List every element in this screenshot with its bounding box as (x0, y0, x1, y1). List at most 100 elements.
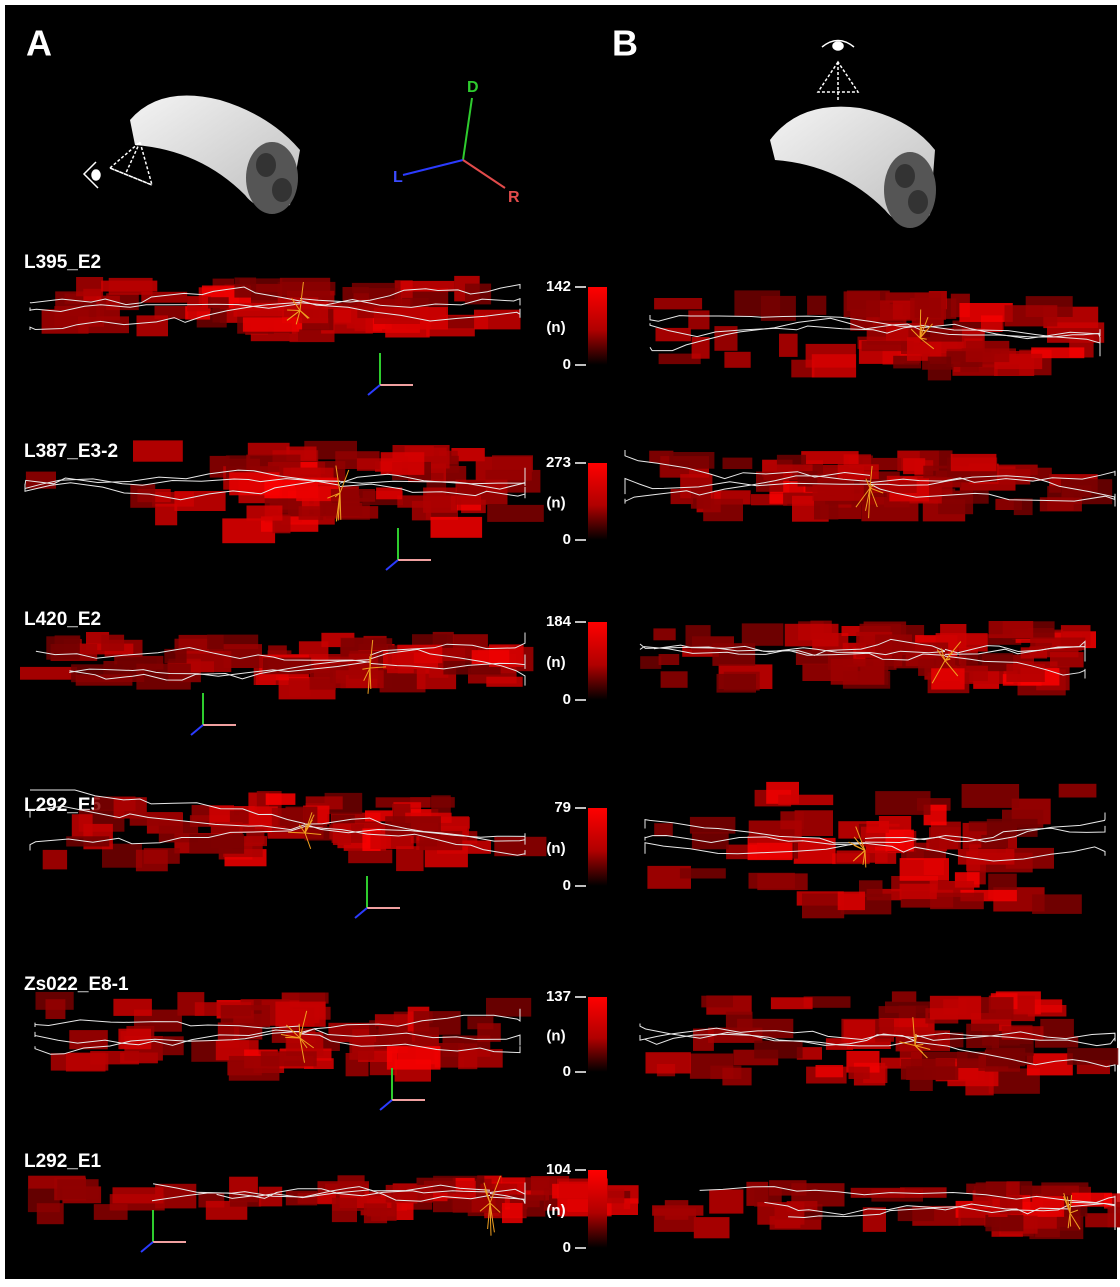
density-block (492, 455, 533, 471)
density-block (1059, 784, 1097, 798)
density-block (487, 505, 544, 522)
colorbar-unit: (n) (546, 654, 565, 671)
density-block (333, 824, 351, 846)
colorbar-unit: (n) (546, 1027, 565, 1044)
density-block (256, 674, 276, 685)
density-block (966, 341, 1010, 362)
density-block (692, 337, 710, 359)
colorbar-min: 0 (563, 1239, 571, 1256)
dendrite (287, 310, 300, 311)
density-block (801, 451, 858, 464)
density-block (113, 999, 151, 1016)
axis-label: L (393, 169, 403, 186)
colorbar-min: 0 (563, 531, 571, 548)
density-block (187, 296, 211, 311)
colorbar-max: 79 (554, 799, 571, 816)
density-block (310, 670, 336, 690)
colorbar-max: 142 (546, 278, 571, 295)
density-block (46, 636, 80, 659)
density-block (785, 624, 839, 647)
density-block (690, 817, 736, 834)
colorbar-min: 0 (563, 877, 571, 894)
figure: A B D L R L395_E21420(n)L387_E3-22730(n)… (0, 0, 1120, 1282)
density-block (757, 1202, 804, 1225)
colorbar-min: 0 (563, 356, 571, 373)
density-block (494, 837, 546, 856)
density-block (892, 991, 916, 1002)
density-block (903, 458, 925, 474)
density-block (930, 996, 981, 1020)
density-block (247, 506, 283, 521)
colorbar-min: 0 (563, 1063, 571, 1080)
row-label: Zs022_E8-1 (24, 974, 129, 995)
density-block (680, 868, 726, 878)
density-block (414, 1011, 461, 1035)
density-block (376, 488, 402, 500)
density-block (1032, 894, 1082, 914)
density-block (1040, 497, 1082, 511)
density-block (844, 291, 880, 317)
density-block (931, 668, 964, 689)
density-block (1067, 1048, 1118, 1065)
density-block (951, 454, 997, 471)
density-block (1005, 305, 1058, 326)
density-block (849, 1067, 870, 1079)
density-block (72, 814, 93, 838)
density-block (248, 443, 290, 456)
density-block (724, 352, 750, 368)
density-block (813, 485, 864, 501)
row-label: L420_E2 (24, 609, 101, 630)
density-block (155, 504, 177, 526)
density-block (717, 674, 757, 693)
density-block (76, 674, 133, 685)
density-block (779, 334, 798, 357)
density-block (261, 1051, 317, 1066)
density-block (812, 354, 856, 377)
density-block (769, 1180, 806, 1195)
density-block (709, 1189, 743, 1213)
density-block (654, 1208, 696, 1232)
density-block (130, 484, 155, 508)
colorbar-max: 137 (546, 988, 571, 1005)
density-block (208, 297, 229, 308)
density-block (387, 653, 414, 673)
density-block (714, 326, 737, 351)
density-block (986, 1048, 1025, 1066)
density-block (431, 517, 483, 538)
density-block (930, 893, 984, 910)
colorbar-max: 273 (546, 454, 571, 471)
density-block (502, 1203, 523, 1223)
density-block (862, 341, 914, 351)
colorbar (588, 287, 607, 365)
density-block (46, 999, 66, 1019)
density-block (906, 1066, 958, 1080)
density-block (43, 850, 67, 870)
density-block (693, 1029, 714, 1051)
dendrite (920, 310, 921, 339)
density-block (646, 1052, 691, 1073)
colorbar (588, 997, 607, 1072)
density-block (221, 1005, 270, 1027)
density-block (136, 664, 190, 690)
density-block (109, 278, 153, 295)
density-block (66, 1053, 106, 1072)
density-block (866, 821, 889, 833)
colorbar (588, 622, 607, 700)
density-block (778, 795, 833, 805)
colorbar-unit: (n) (546, 494, 565, 511)
density-block (118, 1029, 151, 1050)
density-block (348, 850, 392, 864)
density-block (900, 884, 937, 899)
density-block (349, 1038, 374, 1060)
density-block (900, 858, 949, 881)
density-block (915, 293, 942, 318)
density-block (379, 1025, 412, 1046)
density-block (962, 784, 1020, 808)
colorbar-max: 104 (546, 1161, 572, 1178)
density-block (1006, 664, 1044, 682)
density-block (286, 1191, 317, 1206)
density-block (837, 851, 888, 863)
density-block (133, 440, 183, 461)
colorbar (588, 808, 607, 886)
density-block (101, 635, 124, 651)
